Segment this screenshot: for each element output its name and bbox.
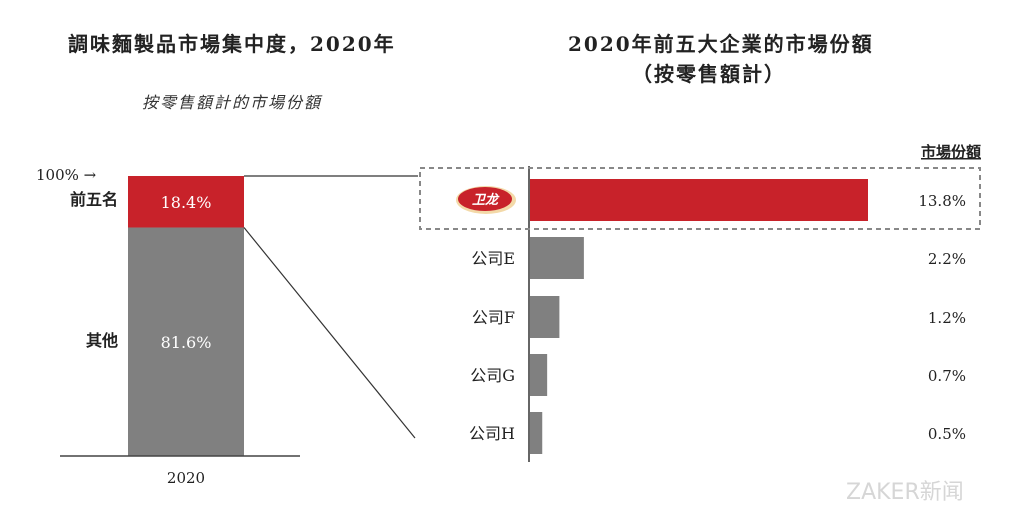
connector-line-bottom [243, 227, 416, 439]
right-chart-subtitle: （按零售額計） [632, 62, 786, 86]
segment-value-label: 81.6% [161, 333, 212, 352]
bar-5 [530, 412, 543, 454]
highlight-dashed-box [419, 167, 981, 230]
bar-category-label: 公司E [471, 249, 515, 268]
left-chart-subtitle: 按零售額計的市場份額 [142, 93, 323, 112]
segment-category-label: 其他 [86, 331, 118, 350]
bar-value-label: 2.2% [928, 250, 966, 268]
bar-2 [530, 237, 584, 279]
value-column-header: 市場份額 [921, 143, 981, 161]
bar-category-label: 公司F [472, 308, 515, 327]
x-tick-label: 2020 [167, 469, 205, 487]
bar-value-label: 0.5% [928, 425, 966, 443]
watermark: ZAKER新闻 [846, 480, 964, 505]
segment-value-label: 18.4% [161, 193, 212, 212]
logo-icon [458, 187, 512, 211]
top-marker-label: 100% → [36, 166, 97, 184]
bar-1 [530, 179, 868, 221]
bar-category-label: 公司H [469, 424, 515, 443]
logo-text: 卫龙 [472, 192, 500, 208]
stacked-segment-1 [128, 176, 244, 228]
bar-4 [530, 354, 548, 396]
stacked-segment-2 [128, 227, 244, 456]
bar-value-label: 13.8% [918, 192, 966, 210]
bar-value-label: 0.7% [928, 367, 966, 385]
bar-3 [530, 296, 560, 338]
left-chart-title: 調味麵製品市場集中度，2020年 [68, 32, 396, 56]
bar-value-label: 1.2% [928, 309, 966, 327]
segment-category-label: 前五名 [70, 190, 118, 209]
bar-category-label: 公司G [470, 366, 515, 385]
right-chart-title: 2020年前五大企業的市場份額 [568, 32, 874, 56]
